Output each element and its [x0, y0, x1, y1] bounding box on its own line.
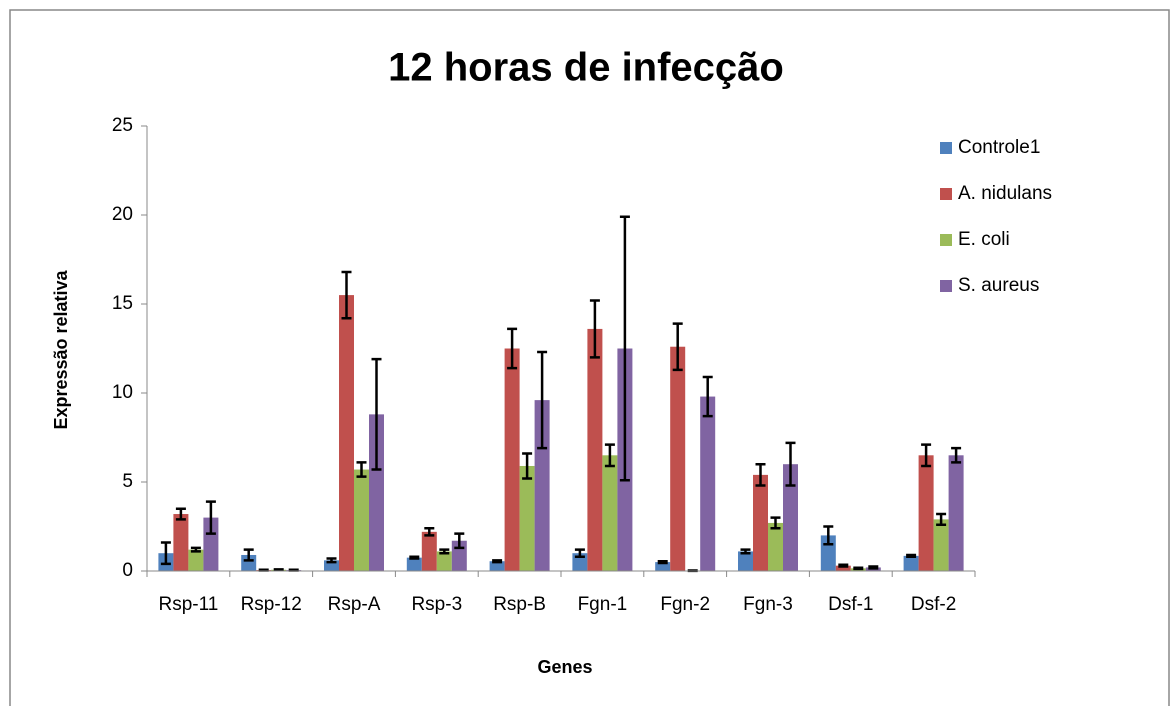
bar [406, 557, 422, 571]
legend-label: E. coli [958, 229, 1010, 250]
error-bar [409, 555, 420, 560]
bar [918, 455, 934, 571]
legend-label: Controle1 [958, 137, 1040, 158]
bar [188, 549, 204, 571]
error-bar [936, 512, 947, 526]
bar [700, 396, 716, 571]
x-tick-label: Fgn-3 [743, 594, 793, 615]
bar [602, 455, 618, 571]
legend-swatch [940, 280, 952, 292]
bar [504, 348, 520, 571]
bar [587, 328, 603, 571]
error-bar [785, 441, 796, 487]
error-bar [657, 559, 668, 565]
bar [903, 555, 919, 571]
bar [768, 522, 783, 571]
bar [241, 554, 257, 571]
error-bar [619, 215, 630, 482]
error-bar [604, 443, 615, 468]
legend-swatch [940, 234, 952, 246]
x-tick-label: Fgn-2 [660, 594, 710, 615]
error-bar [522, 452, 533, 480]
legend-swatch [940, 142, 952, 154]
bar [738, 551, 753, 571]
bar [489, 561, 505, 571]
error-bar [243, 548, 254, 562]
error-bar [190, 546, 201, 553]
y-tick-label: 20 [112, 204, 133, 225]
error-bar [454, 532, 465, 550]
error-bar [951, 446, 962, 464]
error-bar [589, 299, 600, 359]
y-tick-label: 0 [122, 560, 133, 581]
error-bar [439, 548, 450, 555]
error-bar [160, 541, 171, 566]
error-bar [288, 568, 299, 572]
error-bar [537, 350, 548, 450]
bar [421, 531, 437, 571]
bar [670, 346, 686, 571]
y-axis-label: Expressão relativa [51, 269, 71, 429]
bar [339, 295, 354, 571]
error-bar [371, 357, 382, 471]
error-bar [823, 525, 834, 546]
error-bar [175, 507, 186, 521]
error-bar [702, 375, 713, 418]
error-bar [356, 461, 367, 478]
error-bar [341, 270, 352, 320]
legend-label: S. aureus [958, 275, 1039, 296]
error-bar [574, 548, 585, 559]
bar [203, 517, 219, 571]
y-tick-label: 15 [112, 293, 133, 314]
error-bar [492, 559, 503, 564]
y-tick-label: 10 [112, 382, 133, 403]
chart-title: 12 horas de infecção [388, 46, 784, 90]
error-bar [740, 548, 751, 555]
error-bar [424, 527, 435, 537]
bar [933, 519, 949, 571]
x-axis-label: Genes [537, 657, 592, 677]
bar [354, 469, 369, 571]
error-bar [755, 462, 766, 487]
bar [948, 455, 964, 571]
y-tick-label: 5 [122, 471, 133, 492]
error-bar [868, 565, 879, 570]
error-bar [672, 322, 683, 372]
x-tick-label: Rsp-B [493, 594, 546, 615]
error-bar [326, 557, 337, 564]
bar [369, 414, 384, 571]
x-tick-label: Dsf-1 [828, 594, 873, 615]
x-tick-label: Rsp-11 [158, 594, 218, 615]
error-bar [906, 553, 917, 559]
bar [655, 562, 671, 571]
bar [534, 400, 550, 571]
bar [753, 474, 768, 571]
legend-swatch [940, 188, 952, 200]
error-bar [770, 516, 781, 530]
error-bar [258, 568, 269, 572]
x-tick-label: Rsp-3 [411, 594, 462, 615]
bar [835, 565, 851, 571]
error-bar [205, 500, 216, 535]
bar [173, 514, 189, 571]
error-bar [838, 563, 849, 568]
error-bar [853, 566, 864, 571]
bar [783, 464, 798, 571]
error-bar [273, 568, 284, 572]
x-tick-label: Rsp-A [328, 594, 381, 615]
error-bar [507, 327, 518, 370]
x-tick-label: Dsf-2 [911, 594, 956, 615]
bar [436, 551, 452, 571]
x-tick-label: Fgn-1 [578, 594, 628, 615]
x-tick-label: Rsp-12 [241, 594, 302, 615]
legend-label: A. nidulans [958, 183, 1052, 204]
bar [519, 465, 535, 571]
error-bar [921, 443, 932, 468]
bar [324, 560, 339, 571]
y-tick-label: 25 [112, 115, 133, 136]
